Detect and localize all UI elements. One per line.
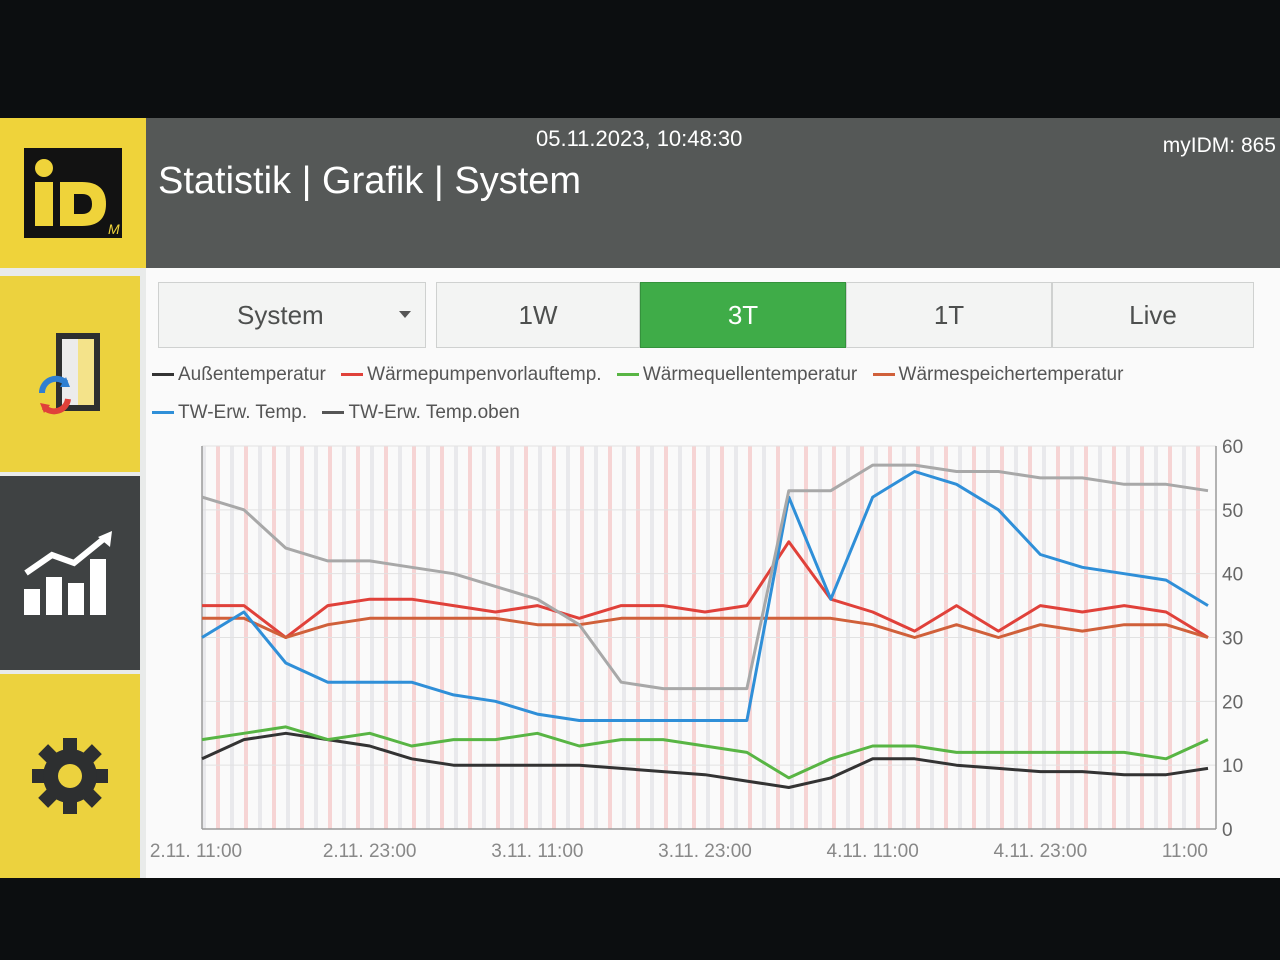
tab-3t-label: 3T	[727, 299, 759, 330]
series-line-0	[201, 731, 1209, 789]
sidebar: M	[0, 118, 146, 878]
legend-label: Wärmequellentemperatur	[642, 363, 858, 385]
y-tick-label: 40	[1222, 565, 1243, 586]
line-chart[interactable]: 0 10 20 30 40 50 60 2.11. 11:00 2.11. 23:00 3.11.…	[146, 426, 1280, 878]
x-tick-label: 4.11. 23:00	[993, 841, 1087, 862]
page-title: Statistik | Grafik | System	[158, 160, 582, 202]
tab-3t[interactable]: 3T	[640, 282, 846, 348]
legend-swatch	[341, 373, 364, 376]
legend-swatch	[616, 373, 639, 376]
chart-panel: System 1W 3T 1T Live Außentemperatur Wär…	[146, 268, 1280, 878]
system-dropdown-value: System	[237, 299, 324, 330]
tab-1w[interactable]: 1W	[436, 282, 640, 348]
tab-live-label: Live	[1129, 299, 1177, 330]
legend-label: Außentemperatur	[178, 363, 326, 385]
x-tick-label: 3.11. 23:00	[658, 841, 752, 862]
legend-item[interactable]: TW-Erw. Temp.oben	[322, 401, 520, 424]
legend-label: TW-Erw. Temp.	[178, 401, 308, 423]
legend-item[interactable]: TW-Erw. Temp.	[152, 402, 307, 424]
range-selector: System 1W 3T 1T Live	[158, 282, 1254, 350]
sidebar-item-settings[interactable]	[0, 674, 140, 878]
legend-item[interactable]: Wärmequellentemperatur	[616, 363, 858, 386]
y-tick-label: 0	[1222, 820, 1233, 841]
tab-1t[interactable]: 1T	[846, 282, 1052, 348]
x-tick-label: 2.11. 23:00	[323, 841, 417, 862]
legend-row-2: TW-Erw. Temp. TW-Erw. Temp.oben	[152, 398, 530, 424]
y-tick-label: 60	[1222, 437, 1243, 458]
touch-screen: M	[0, 118, 1280, 878]
settings-gear-icon	[32, 738, 108, 814]
tab-1w-label: 1W	[518, 299, 558, 330]
series-line-3	[202, 616, 1209, 639]
x-tick-label: 11:00	[1162, 841, 1208, 862]
y-tick-label: 10	[1222, 756, 1243, 777]
series-line-4	[201, 470, 1209, 722]
system-icon	[38, 333, 100, 415]
x-tick-label: 3.11. 11:00	[491, 841, 583, 862]
legend-swatch	[322, 411, 345, 414]
y-tick-label: 50	[1222, 501, 1243, 522]
legend-swatch	[152, 373, 174, 376]
y-tick-label: 20	[1222, 692, 1243, 713]
sidebar-item-statistics[interactable]	[0, 476, 140, 670]
tab-live[interactable]: Live	[1052, 282, 1254, 348]
tab-1t-label: 1T	[933, 299, 965, 330]
sidebar-item-system[interactable]	[0, 276, 140, 472]
logo-sub-text: M	[108, 221, 120, 237]
legend-label: TW-Erw. Temp.oben	[348, 401, 520, 423]
legend-item[interactable]: Außentemperatur	[152, 364, 326, 386]
x-tick-label: 2.11. 11:00	[150, 841, 242, 862]
legend-item[interactable]: Wärmepumpenvorlauftemp.	[341, 363, 602, 386]
legend-label: Wärmepumpenvorlauftemp.	[367, 363, 602, 385]
idm-logo: M	[24, 148, 122, 238]
header-bar: 05.11.2023, 10:48:30 Statistik | Grafik …	[146, 118, 1280, 268]
legend-swatch	[152, 411, 174, 414]
legend-swatch	[872, 373, 895, 376]
series-line-1	[202, 540, 1209, 639]
myidm-status[interactable]: myIDM: 865	[1162, 134, 1276, 157]
datetime-display: 05.11.2023, 10:48:30	[536, 126, 743, 151]
legend-row-1: Außentemperatur Wärmepumpenvorlauftemp. …	[152, 360, 1133, 386]
series-line-5	[201, 463, 1209, 691]
legend-label: Wärmespeichertemperatur	[898, 363, 1124, 385]
logo-tile[interactable]: M	[0, 118, 146, 268]
legend-item[interactable]: Wärmespeichertemperatur	[872, 363, 1124, 386]
statistics-icon	[24, 531, 112, 615]
series-line-2	[201, 725, 1209, 780]
y-tick-label: 30	[1222, 629, 1243, 650]
chevron-down-icon	[399, 311, 411, 318]
x-tick-label: 4.11. 11:00	[827, 841, 919, 862]
system-dropdown[interactable]: System	[158, 282, 426, 348]
